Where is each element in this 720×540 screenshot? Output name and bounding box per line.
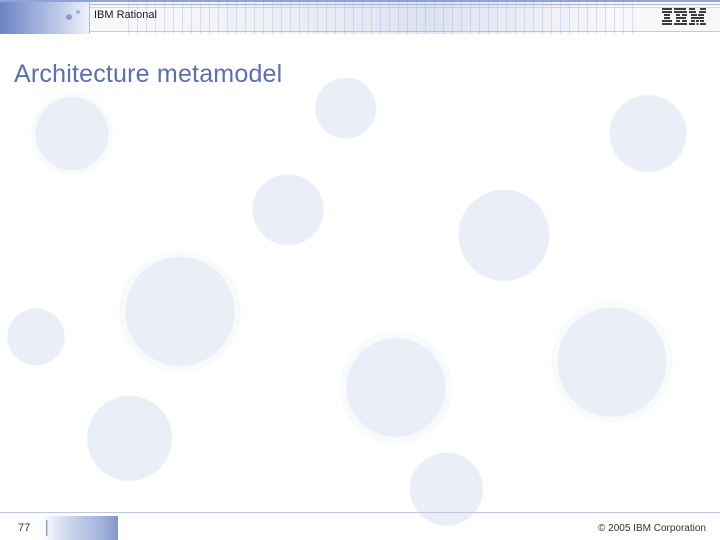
header-product-line: IBM Rational	[94, 9, 157, 21]
page-number: 77	[18, 522, 30, 534]
ibm-logo-icon	[662, 8, 706, 26]
footer: 77 © 2005 IBM Corporation	[0, 512, 720, 540]
header-dots	[60, 4, 90, 30]
header-band: IBM Rational	[0, 0, 720, 32]
header-stripe-pattern	[120, 2, 640, 34]
copyright-text: © 2005 IBM Corporation	[598, 523, 706, 534]
slide-title: Architecture metamodel	[14, 60, 282, 89]
footer-separator	[46, 520, 48, 536]
background-bubbles	[0, 32, 720, 540]
footer-graphic	[48, 516, 118, 540]
